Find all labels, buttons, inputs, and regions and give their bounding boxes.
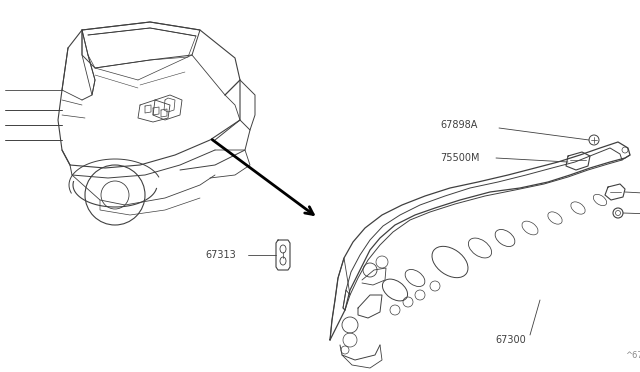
Text: 67300: 67300 xyxy=(495,335,525,345)
Text: 67313: 67313 xyxy=(205,250,236,260)
Text: 75500M: 75500M xyxy=(440,153,479,163)
Text: 67898A: 67898A xyxy=(440,120,477,130)
Text: ^670*0.39: ^670*0.39 xyxy=(625,351,640,360)
